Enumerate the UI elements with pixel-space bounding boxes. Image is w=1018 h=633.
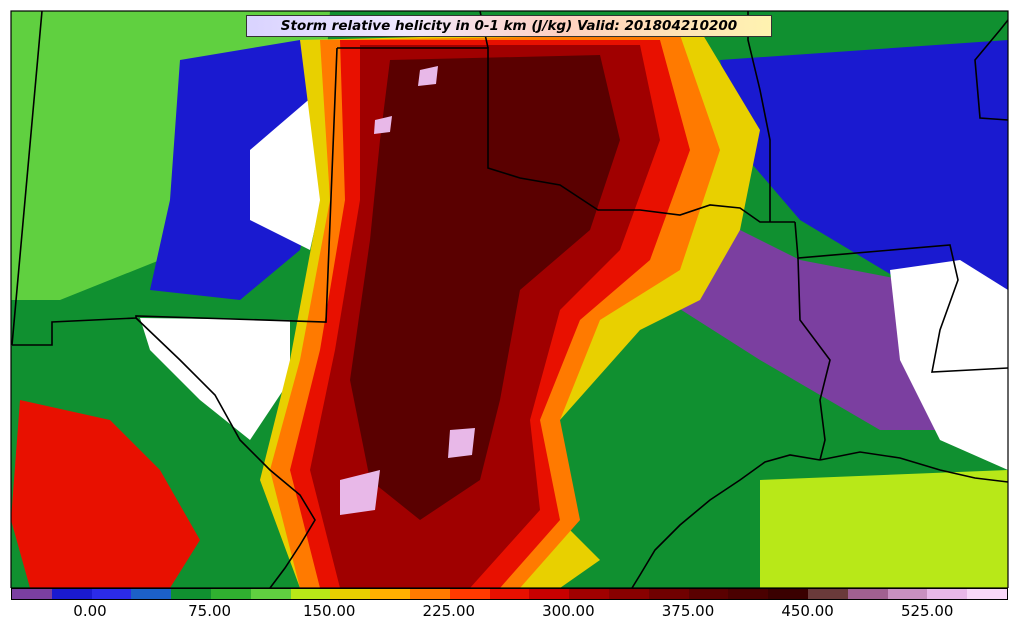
helicity-map (10, 10, 1009, 588)
colorbar-ticks: 0.00 75.00 150.00 225.00 300.00 375.00 450.00 5… (0, 602, 1018, 626)
field-sw-streaks (11, 400, 200, 588)
colorbar-segment (927, 589, 968, 599)
colorbar-segment (131, 589, 172, 599)
field-white-tx-west (140, 318, 290, 440)
boundary-tx-mexico (135, 317, 316, 588)
field-maroon-core (350, 55, 620, 520)
coast-la (819, 451, 1009, 483)
boundary-az-nm (11, 10, 43, 346)
colorbar-tick-label: 75.00 (188, 602, 232, 620)
coast-tx (631, 454, 821, 588)
colorbar-segment (290, 589, 331, 599)
colorbar-segment (807, 589, 848, 599)
colorbar-segment (608, 589, 649, 599)
colorbar-segment (12, 589, 52, 599)
boundary-ok-panhandle (337, 47, 795, 223)
colorbar-segment (887, 589, 928, 599)
colorbar-segment (51, 589, 92, 599)
colorbar-segment (967, 589, 1007, 599)
colorbar-segment (489, 589, 530, 599)
map-frame (10, 10, 1009, 588)
colorbar-tick-label: 225.00 (422, 602, 476, 620)
colorbar-segment (569, 589, 609, 599)
colorbar-segment (688, 589, 729, 599)
colorbar-tick-label: 150.00 (302, 602, 356, 620)
colorbar-tick-label: 0.00 (73, 602, 107, 620)
map-field-layers (11, 11, 1008, 588)
colorbar-segment (768, 589, 808, 599)
field-white-nm (250, 90, 330, 250)
boundary-ms-al (974, 19, 1009, 121)
colorbar-segment (847, 589, 888, 599)
colorbar-segment (330, 589, 371, 599)
map-title: Storm relative helicity in 0-1 km (J/kg)… (246, 15, 772, 37)
colorbar-tick-label: 450.00 (781, 602, 834, 620)
colorbar-segment (91, 589, 132, 599)
colorbar-tick-label: 300.00 (542, 602, 595, 620)
colorbar-tick-label: 375.00 (661, 602, 715, 620)
field-blue-east (720, 40, 1008, 300)
colorbar (11, 588, 1008, 600)
field-yellowgreen-gulf (760, 470, 1008, 588)
colorbar-tick-label: 525.00 (900, 602, 954, 620)
colorbar-segment (409, 589, 450, 599)
colorbar-segment (529, 589, 570, 599)
boundary-tx-la (797, 257, 831, 461)
state-boundaries (11, 10, 1009, 588)
colorbar-segment (728, 589, 769, 599)
colorbar-segment (648, 589, 689, 599)
colorbar-segment (449, 589, 490, 599)
colorbar-segment (210, 589, 251, 599)
field-white-east (890, 260, 1008, 470)
colorbar-segment (171, 589, 211, 599)
colorbar-segment (370, 589, 410, 599)
colorbar-segment (250, 589, 291, 599)
